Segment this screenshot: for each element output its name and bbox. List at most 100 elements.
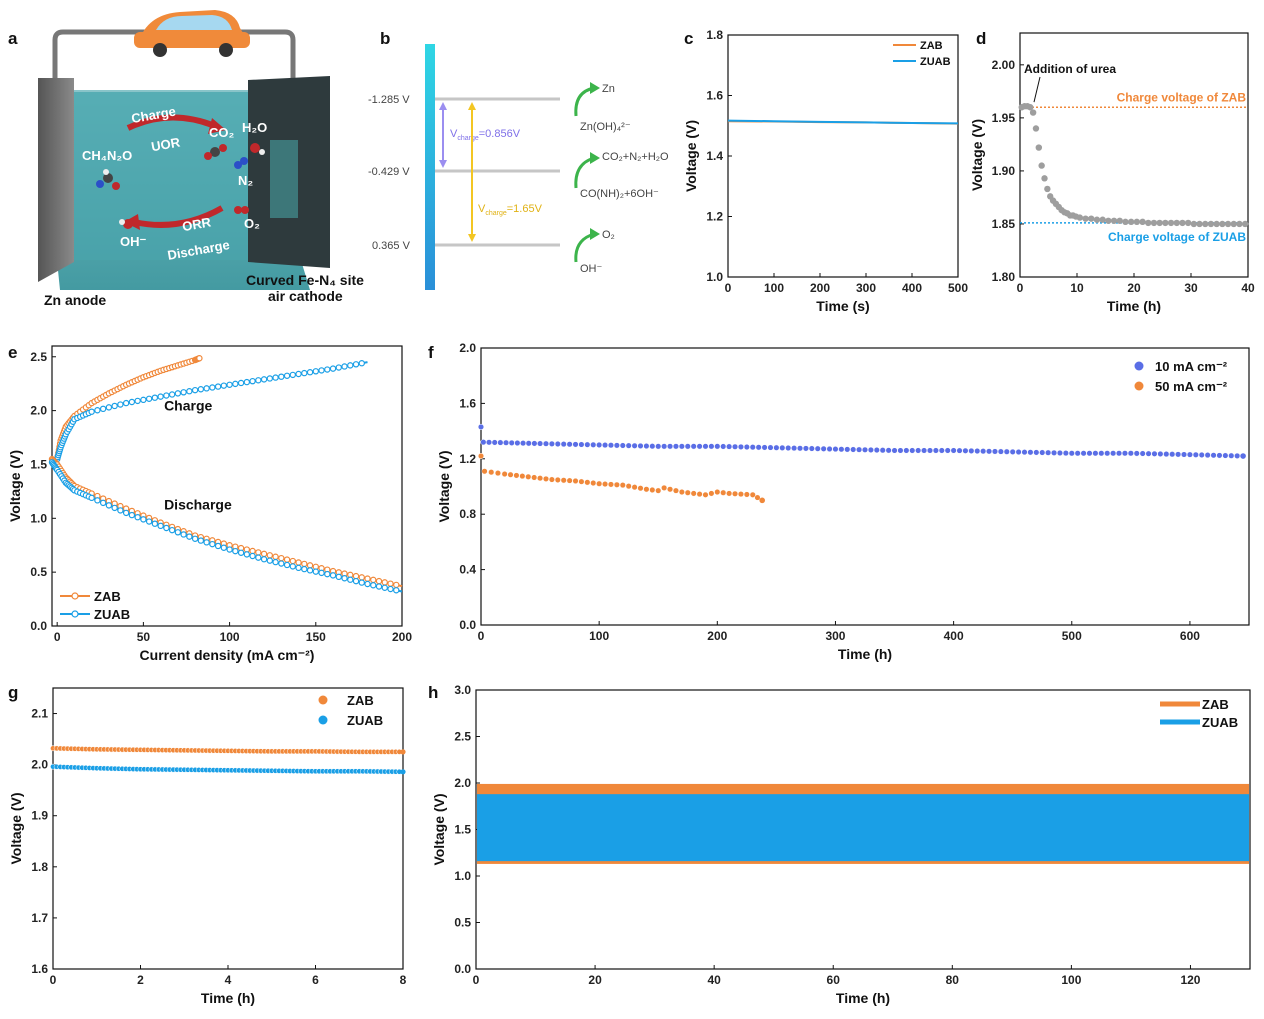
data-point-10ma: [932, 447, 939, 454]
data-point-10ma: [1104, 450, 1111, 457]
y-tick-label-c: 1.4: [706, 149, 723, 163]
marker-zuab: [94, 497, 101, 504]
marker-zuab: [260, 376, 268, 383]
x-tick-label-h: 80: [946, 973, 960, 987]
data-point-50ma: [584, 479, 591, 486]
y-tick-label-f: 0.4: [459, 563, 476, 577]
panel-label-f: f: [428, 343, 434, 362]
data-point-50ma: [542, 475, 550, 482]
data-point-10ma: [1127, 450, 1134, 457]
data-point-10ma: [838, 446, 845, 453]
data-point-10ma: [578, 441, 585, 448]
data-point: [1027, 104, 1034, 111]
x-tick-label-g: 2: [137, 973, 144, 987]
o2-label: O₂: [244, 216, 260, 231]
data-point: [1196, 220, 1203, 228]
data-point-10ma: [720, 443, 727, 450]
data-point-10ma: [1240, 453, 1246, 459]
data-point-50ma: [690, 490, 697, 497]
data-point-50ma: [590, 479, 597, 487]
marker-zab: [375, 577, 383, 585]
data-point-10ma: [666, 443, 674, 450]
car-icon: [134, 10, 250, 57]
marker-zuab: [381, 584, 388, 591]
data-point-10ma: [560, 441, 567, 448]
marker-zab: [381, 579, 388, 586]
legend-marker-10ma: [1134, 361, 1144, 371]
marker-zuab: [105, 502, 113, 509]
data-point-10ma: [938, 447, 945, 454]
marker-zuab: [266, 557, 274, 564]
data-point-10ma: [826, 445, 833, 453]
data-point-10ma: [814, 445, 821, 452]
data-point-50ma: [525, 473, 532, 480]
data-point-10ma: [974, 447, 981, 455]
oh-label: OH⁻: [120, 234, 147, 249]
marker-zab: [196, 355, 203, 362]
y-tick-label-e: 1.0: [30, 511, 47, 525]
marker-zuab: [306, 567, 314, 574]
data-point-10ma: [796, 445, 804, 452]
data-point-10ma: [637, 442, 644, 449]
data-point-10ma: [537, 440, 544, 447]
data-point-50ma: [513, 472, 520, 479]
data-point-10ma: [980, 448, 987, 455]
marker-zuab: [283, 561, 291, 569]
data-point-50ma: [566, 477, 573, 484]
y-tick-label-h: 0.5: [454, 916, 471, 930]
data-point-10ma: [915, 447, 922, 454]
data-point-10ma: [584, 441, 591, 448]
marker-zuab: [364, 580, 371, 588]
data-point-10ma: [1216, 452, 1223, 459]
chart-c: 0 100 200 300 400 500 1.0 1.2 1.4 1.6 1.8 Time (s) V…: [683, 28, 968, 314]
marker-zuab: [226, 381, 233, 388]
urea-label: CH₄N₂O: [82, 148, 132, 163]
data-point-50ma: [754, 494, 761, 501]
plot-frame-c: [727, 34, 959, 278]
marker-zab: [289, 557, 297, 565]
y-axis-label-g: Voltage (V): [8, 792, 24, 864]
data-point-10ma: [1027, 449, 1034, 456]
x-tick-label-f: 0: [478, 629, 485, 643]
energy-diagram: -1.285 V -0.429 V 0.365 V Vcharge=0.856V…: [368, 44, 669, 290]
reaction-2-product: CO₂+N₂+H₂O: [602, 151, 669, 163]
data-point-10ma: [1074, 450, 1081, 457]
marker-zuab: [88, 408, 95, 415]
marker-zuab: [243, 551, 251, 558]
data-point-10ma: [508, 439, 515, 446]
legend-marker-zab: [71, 592, 79, 600]
marker-zuab: [157, 522, 164, 530]
data-point-50ma: [602, 481, 609, 488]
chart-f: 0 100 200 300 400 500 600 0.0 0.4 0.8 1.2 1.6 2.0 Tim…: [436, 341, 1250, 662]
data-point-10ma: [684, 443, 691, 450]
marker-zuab: [214, 383, 222, 390]
data-point: [1122, 218, 1129, 226]
y-tick-label-h: 2.0: [454, 776, 471, 790]
x-tick-label-g: 4: [225, 973, 232, 987]
y-tick-label-f: 2.0: [459, 341, 476, 355]
x-tick-label-c: 300: [856, 281, 876, 295]
marker-zuab: [347, 576, 354, 583]
marker-zuab: [117, 507, 124, 514]
y-tick-label-g: 1.8: [31, 860, 48, 874]
data-point: [1173, 219, 1180, 227]
x-tick-label-h: 60: [827, 973, 841, 987]
x-tick-label-f: 300: [825, 629, 845, 643]
data-point-10ma: [737, 443, 744, 450]
data-point-50ma: [531, 474, 538, 481]
marker-zuab: [301, 565, 308, 573]
data-point-50ma: [737, 491, 744, 498]
data-point-10ma: [572, 441, 579, 448]
y-tick-label-c: 1.2: [706, 210, 723, 224]
marker-zuab: [145, 518, 153, 525]
data-point-50ma: [537, 475, 544, 482]
data-point-50ma: [519, 473, 526, 480]
x-tick-label-g: 6: [312, 973, 319, 987]
data-point-10ma: [554, 440, 561, 448]
y-tick-label-d: 1.95: [992, 111, 1016, 125]
marker-zab: [352, 572, 360, 580]
data-point-50ma: [613, 481, 620, 488]
marker-zuab: [203, 385, 210, 392]
molecule-icons: [96, 143, 265, 229]
